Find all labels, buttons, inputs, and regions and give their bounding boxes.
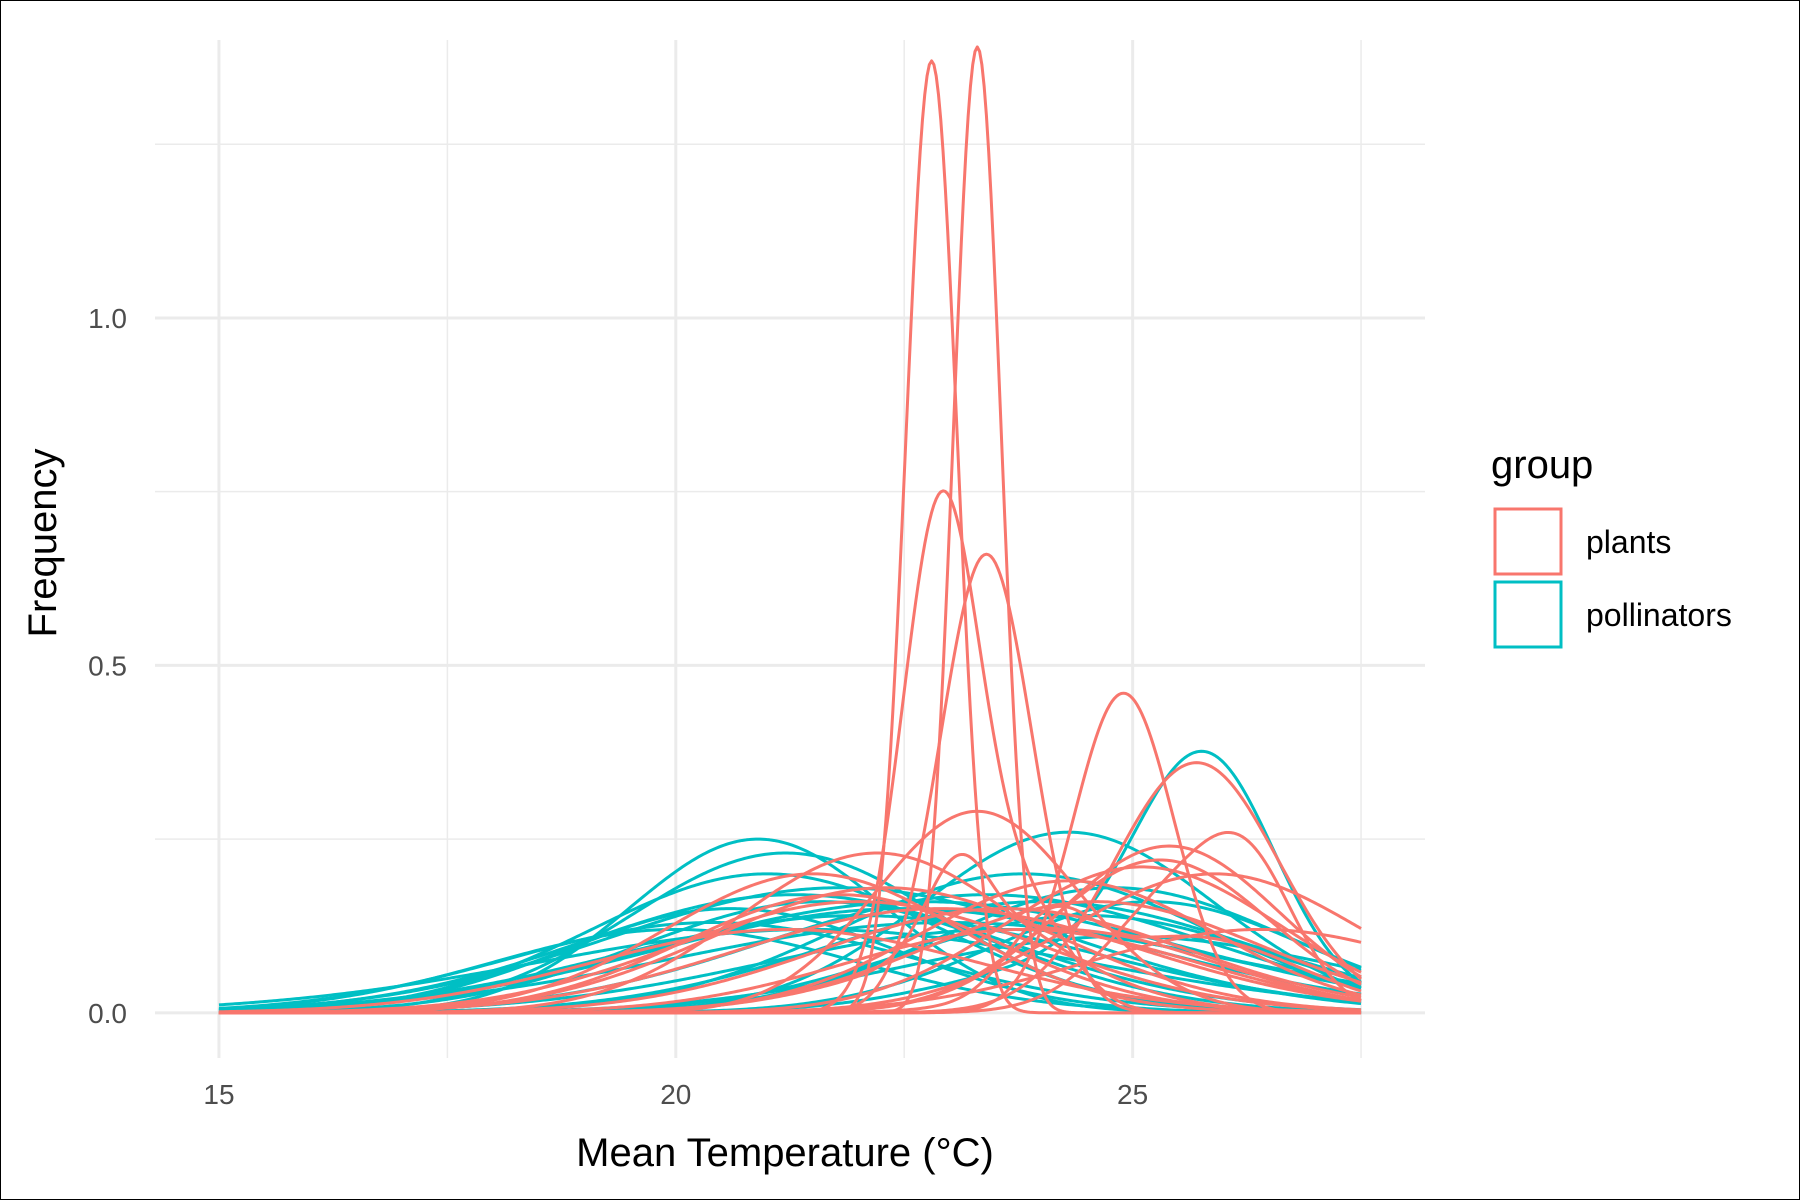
pollinators-density-line (218, 900, 1362, 1014)
legend-title: group (1491, 443, 1593, 487)
y-tick-label: 0.5 (88, 650, 127, 681)
legend-label-plants: plants (1586, 524, 1671, 560)
plants-density-line (218, 900, 1362, 1015)
plants-density-line (218, 45, 1362, 1015)
y-tick-label: 1.0 (88, 303, 127, 334)
legend: group plants pollinators (1491, 443, 1732, 649)
legend-label-pollinators: pollinators (1586, 597, 1732, 633)
pollinators-density-line (218, 886, 1362, 1012)
x-axis-ticks: 15 20 25 (203, 1079, 1148, 1110)
y-axis-ticks: 0.0 0.5 1.0 (88, 303, 127, 1029)
density-curves (218, 45, 1363, 1015)
y-axis-title: Frequency (21, 449, 65, 638)
legend-key-plants (1493, 507, 1563, 576)
plants-density-line (218, 927, 1362, 1014)
x-tick-label: 25 (1117, 1079, 1148, 1110)
x-axis-title: Mean Temperature (°C) (576, 1131, 994, 1175)
y-tick-label: 0.0 (88, 998, 127, 1029)
legend-key-pollinators (1493, 580, 1563, 649)
plants-density-line (218, 904, 1362, 1015)
plants-density-line (218, 907, 1362, 1015)
x-tick-label: 15 (203, 1079, 234, 1110)
x-tick-label: 20 (660, 1079, 691, 1110)
plants-density-line (218, 59, 1362, 1015)
